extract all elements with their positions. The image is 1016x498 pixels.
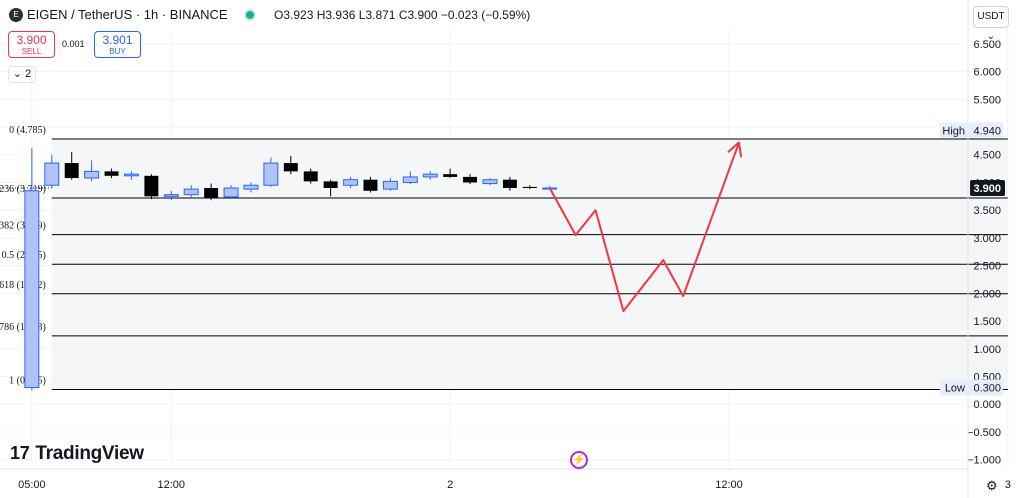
candle-body (363, 179, 378, 191)
fib-level-label: 0.618 (1.992) (0, 280, 46, 291)
candle-body (44, 162, 60, 186)
candle-body (323, 181, 338, 189)
tradingview-logo[interactable]: 17 TradingView (10, 443, 144, 465)
candle-series (24, 148, 558, 391)
fib-level-label: 0.236 (3.719) (0, 184, 46, 195)
candle-body (104, 171, 119, 176)
y-tick-label: 2.000 (973, 288, 1001, 300)
currency-select[interactable]: USDT ⌄ (973, 6, 1009, 42)
candle-body (463, 176, 478, 183)
candle-body (263, 162, 279, 186)
x-tick-label: 2 (447, 479, 453, 491)
high-marker-label-bg (940, 122, 970, 139)
y-tick-label: 5.500 (973, 94, 1001, 106)
settings-gear-icon[interactable]: ⚙ (986, 478, 998, 493)
sell-button[interactable]: 3.900 SELL (8, 31, 55, 58)
high-marker-label: High (942, 125, 965, 137)
high-marker-value: 4.940 (973, 125, 1001, 137)
candle-body (84, 170, 100, 179)
spread-value: 0.001 (62, 39, 85, 49)
x-tick-label: 05:00 (18, 479, 46, 491)
flash-icon[interactable]: ⚡ (570, 451, 588, 469)
y-tick-label: 1.500 (973, 316, 1001, 328)
y-tick-label: 0.000 (973, 399, 1001, 411)
y-tick-label: 4.500 (973, 150, 1001, 162)
market-open-icon (246, 11, 254, 19)
low-marker-label: Low (945, 383, 965, 395)
x-tick-label: 3 (1005, 479, 1011, 491)
candle-body (343, 179, 359, 186)
candle-body (283, 163, 298, 172)
y-tick-label: −0.500 (967, 427, 1001, 439)
buy-button[interactable]: 3.901 BUY (94, 31, 141, 58)
current-price-tag-bg (970, 180, 1005, 197)
candle-body (183, 188, 199, 196)
buy-price: 3.901 (102, 33, 133, 47)
candle-body (123, 173, 139, 177)
low-marker: Low 0.300 (940, 379, 1003, 396)
sell-label: SELL (21, 47, 42, 56)
ohlc-readout: O3.923 H3.936 L3.871 C3.900 −0.023 (−0.5… (274, 8, 531, 22)
candle-body (382, 180, 398, 190)
indicators-toggle-button[interactable]: ⌄ 2 (8, 66, 36, 83)
candle-body (482, 179, 498, 185)
y-tick-label: 6.000 (973, 67, 1001, 79)
low-marker-value-bg (970, 379, 1003, 396)
candle-body (223, 187, 239, 198)
current-price-tag: 3.900 (970, 180, 1005, 197)
y-tick-label: 3.500 (973, 205, 1001, 217)
y-tick-label: −1.000 (967, 455, 1001, 467)
symbol-logo-icon: E (9, 8, 23, 22)
projection-path (548, 141, 743, 313)
sell-price: 3.900 (16, 33, 47, 47)
y-tick-label: 6.500 (973, 39, 1001, 51)
candle-body (204, 188, 219, 198)
fib-level-label: 0 (4.785) (9, 125, 46, 136)
candle-body (64, 163, 79, 179)
symbol-title[interactable]: EIGEN / TetherUS · 1h · BINANCE (27, 7, 228, 22)
candle-body (243, 184, 259, 190)
fib-level-label: 0.382 (3.059) (0, 221, 46, 232)
current-price-value: 3.900 (973, 183, 1001, 195)
candle-body (522, 186, 537, 189)
x-tick-label: 12:00 (715, 479, 743, 491)
fib-level-label: 0.786 (1.233) (0, 322, 46, 333)
candle-body (144, 175, 159, 197)
candle-body (502, 179, 517, 189)
x-tick-label: 12:00 (158, 479, 186, 491)
candle-body (303, 171, 318, 182)
candle-body (402, 176, 418, 183)
candle-body (443, 174, 458, 177)
projection-line (548, 142, 740, 313)
projection-arrowhead (727, 141, 743, 158)
buy-label: BUY (109, 47, 126, 56)
low-marker-label-bg (940, 379, 970, 396)
y-tick-label: 1.000 (973, 344, 1001, 356)
tradingview-wordmark: TradingView (35, 443, 144, 464)
tradingview-mark-icon: 17 (10, 443, 30, 463)
low-marker-value: 0.300 (973, 383, 1001, 395)
fib-level-label: 0.5 (2.525) (2, 250, 46, 261)
high-marker: High 4.940 (940, 122, 1003, 139)
candle-body (24, 190, 40, 389)
candle-body (163, 194, 179, 197)
candle-body (422, 173, 438, 178)
y-tick-label: 2.500 (973, 261, 1001, 273)
fib-retracement: 0 (4.785) 0.236 (3.719) 0.382 (3.059) 0.5 (… (0, 125, 1008, 391)
high-marker-value-bg (970, 122, 1003, 139)
y-tick-label: 3.000 (973, 233, 1001, 245)
